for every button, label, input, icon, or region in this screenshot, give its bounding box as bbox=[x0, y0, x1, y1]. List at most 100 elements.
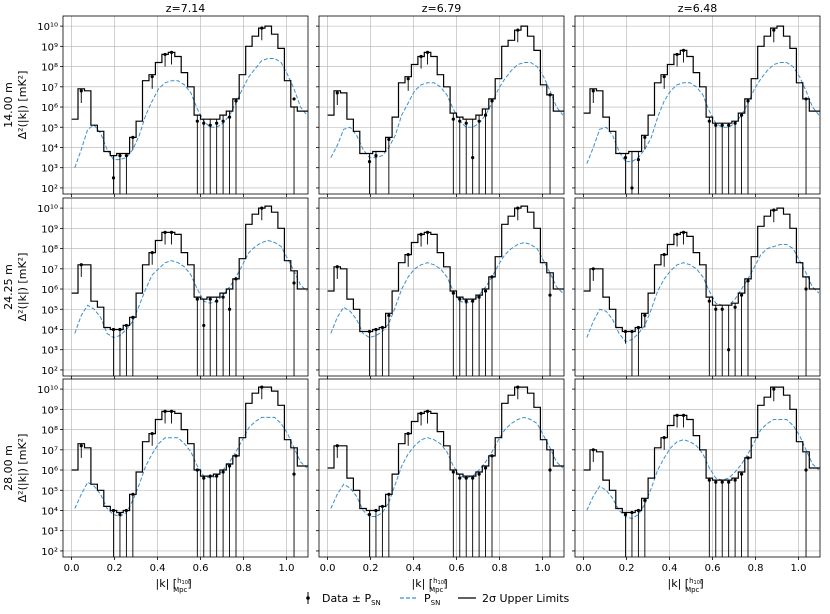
row-labels: 14.00 m Δ²(|k|) [mK²]24.25 m Δ²(|k|) [mK²]… bbox=[2, 71, 29, 503]
y-tick-label: 10⁷ bbox=[41, 265, 58, 276]
data-point bbox=[150, 75, 154, 79]
data-point bbox=[490, 454, 494, 458]
data-point bbox=[591, 448, 595, 452]
data-point bbox=[471, 476, 475, 480]
data-point bbox=[215, 474, 219, 478]
y-tick-label: 10⁹ bbox=[41, 405, 58, 416]
data-point bbox=[221, 470, 225, 474]
data-point bbox=[804, 468, 808, 472]
data-point bbox=[208, 297, 212, 301]
data-point bbox=[367, 329, 372, 334]
data-point bbox=[464, 476, 468, 480]
x-tick-label: 0.6 bbox=[449, 563, 465, 574]
data-point bbox=[131, 315, 135, 319]
x-tick-label: 0.4 bbox=[406, 563, 422, 574]
panel-2-2: 0.0 0.2 0.4 0.6 0.8 1.0 |k| [h100 Mpc] bbox=[572, 378, 821, 594]
panel-1-0: 10² 10³ 10⁴ 10⁵ 10⁶ 10⁷ 10⁸ 10⁹ 10¹⁰ bbox=[37, 197, 309, 379]
panel-frame bbox=[62, 197, 309, 377]
data-point bbox=[548, 93, 552, 97]
y-tick-label: 10³ bbox=[41, 164, 58, 175]
data-point bbox=[169, 50, 174, 55]
data-point bbox=[714, 480, 718, 484]
data-point bbox=[124, 508, 128, 513]
x-tick-label: 0.2 bbox=[107, 563, 123, 574]
data-point bbox=[202, 476, 206, 480]
plot-area bbox=[327, 385, 564, 557]
data-point bbox=[643, 313, 647, 317]
data-point bbox=[681, 413, 686, 418]
panel-0-2: z=6.48 bbox=[572, 2, 821, 197]
data-point bbox=[79, 263, 83, 267]
data-point bbox=[471, 155, 475, 160]
data-point bbox=[548, 468, 552, 472]
panel-grid: 10² 10³ 10⁴ 10⁵ 10⁶ 10⁷ 10⁸ 10⁹ 10¹⁰ z=7.14 z=6.79… bbox=[37, 2, 821, 594]
data-point bbox=[150, 432, 154, 436]
data-point bbox=[215, 121, 219, 125]
panel-frame bbox=[574, 15, 821, 195]
data-point bbox=[636, 508, 640, 513]
x-tick-label: 0.8 bbox=[236, 563, 252, 574]
y-axis-label: Δ²(|k|) [mK²] bbox=[16, 71, 29, 140]
data-point bbox=[406, 432, 410, 436]
x-tick-label: 0.6 bbox=[193, 563, 209, 574]
y-tick-label: 10¹⁰ bbox=[37, 204, 58, 215]
data-point bbox=[292, 281, 296, 285]
y-tick-label: 10³ bbox=[41, 527, 58, 538]
data-point bbox=[471, 299, 475, 303]
data-point bbox=[804, 287, 808, 291]
plot-area bbox=[583, 25, 820, 194]
data-point bbox=[419, 54, 423, 59]
data-point bbox=[643, 135, 647, 139]
x-axis-label: |k| [h100 Mpc] bbox=[668, 577, 704, 594]
x-axis-label-den: Mpc bbox=[685, 586, 699, 594]
data-point bbox=[733, 121, 737, 125]
panel-frame bbox=[318, 197, 565, 377]
data-point bbox=[260, 206, 264, 210]
data-point bbox=[714, 307, 718, 311]
data-point bbox=[675, 52, 679, 57]
noise-curve bbox=[330, 62, 564, 159]
data-point bbox=[483, 466, 488, 470]
plot-area bbox=[583, 386, 820, 557]
data-point bbox=[746, 99, 750, 103]
x-tick-label: 0.4 bbox=[662, 563, 678, 574]
data-point bbox=[451, 470, 455, 474]
panel-1-2 bbox=[572, 197, 821, 379]
y-tick-label: 10⁴ bbox=[41, 506, 58, 517]
data-point bbox=[335, 265, 339, 269]
x-axis-label-main: |k| [ bbox=[668, 577, 690, 590]
data-point bbox=[118, 153, 122, 158]
data-point bbox=[221, 119, 225, 123]
y-tick-label: 10² bbox=[41, 547, 58, 558]
x-tick-label: 0.2 bbox=[619, 563, 635, 574]
noise-curve bbox=[586, 419, 820, 520]
y-tick-label: 10⁸ bbox=[41, 426, 58, 437]
data-point bbox=[720, 307, 724, 311]
x-axis-label-close: ] bbox=[187, 577, 191, 590]
plot-area bbox=[583, 207, 820, 376]
data-point bbox=[662, 253, 666, 257]
data-point bbox=[739, 293, 744, 297]
data-point bbox=[623, 329, 628, 334]
data-point bbox=[720, 480, 724, 484]
data-point bbox=[464, 121, 468, 125]
y-tick-label: 10⁶ bbox=[41, 285, 58, 296]
data-point bbox=[772, 28, 776, 32]
data-point bbox=[118, 327, 122, 332]
x-tick-label: 0.4 bbox=[150, 563, 166, 574]
data-point bbox=[406, 77, 410, 81]
data-point bbox=[425, 50, 430, 55]
y-tick-label: 10¹⁰ bbox=[37, 385, 58, 396]
data-point bbox=[163, 230, 167, 234]
x-axis-label: |k| [h100 Mpc] bbox=[412, 577, 448, 594]
data-point bbox=[681, 48, 686, 52]
data-point bbox=[727, 480, 731, 484]
legend-label-data: Data ± PSN bbox=[322, 592, 381, 607]
y-tick-label: 10⁵ bbox=[41, 305, 58, 316]
data-point bbox=[630, 510, 634, 515]
panel-0-1: z=6.79 bbox=[316, 2, 565, 197]
legend-item-data: Data ± PSN bbox=[306, 592, 381, 607]
y-tick-label: 10³ bbox=[41, 346, 58, 357]
x-tick-label: 0.8 bbox=[492, 563, 508, 574]
data-point bbox=[733, 305, 737, 309]
